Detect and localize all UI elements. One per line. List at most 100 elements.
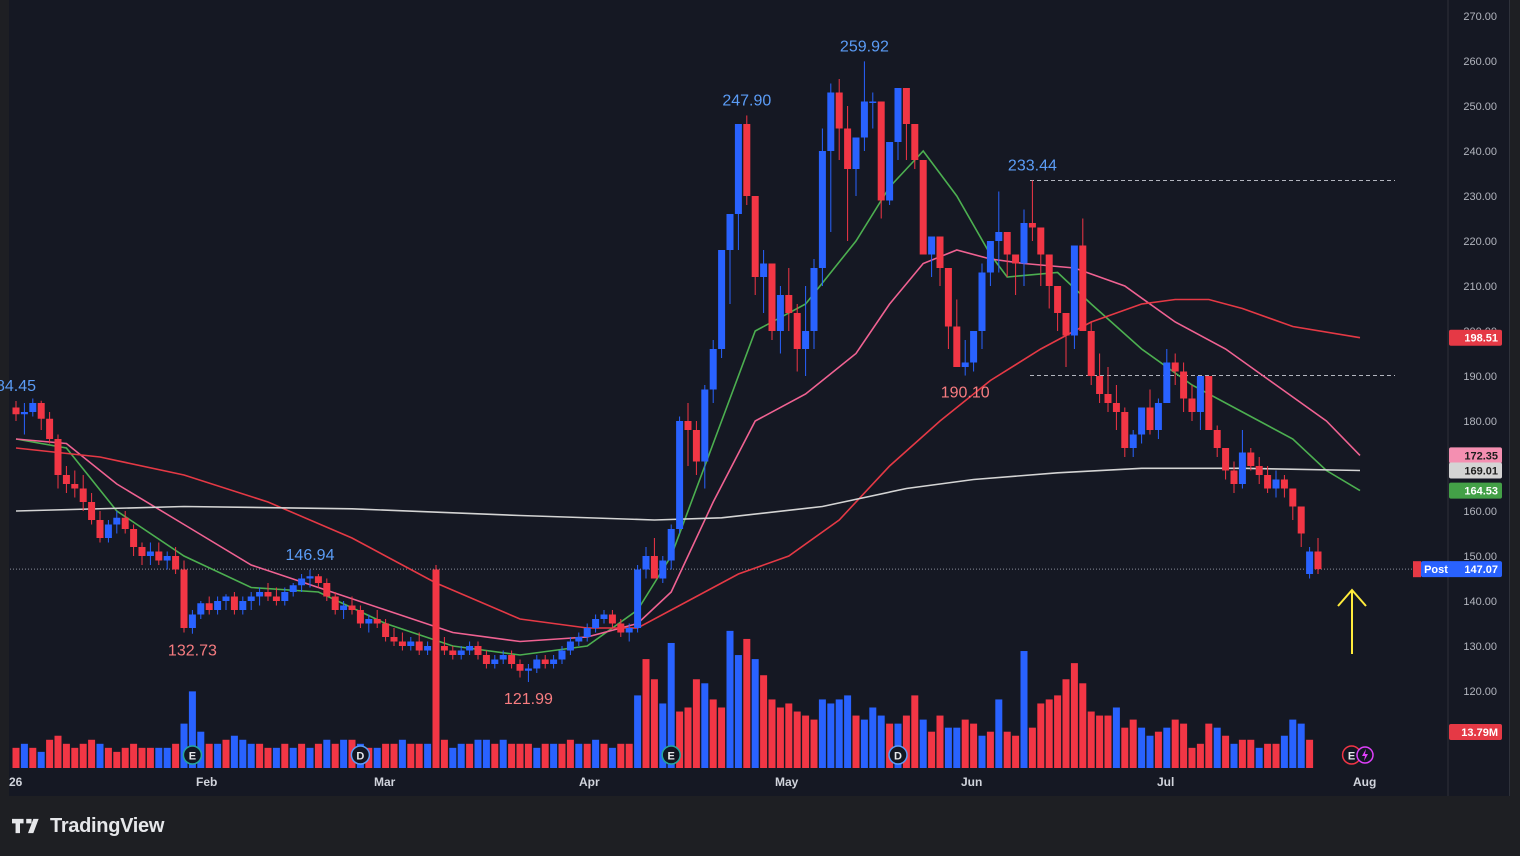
candle-body bbox=[121, 517, 129, 529]
candle-body bbox=[415, 641, 423, 651]
y-tick-label: 270.00 bbox=[1463, 11, 1497, 23]
candle bbox=[398, 632, 406, 651]
candle-body bbox=[1003, 232, 1011, 255]
volume-bar bbox=[1230, 743, 1238, 768]
volume-bar bbox=[1196, 743, 1204, 768]
volume-bar bbox=[104, 747, 112, 768]
candle bbox=[1280, 475, 1288, 498]
candle bbox=[1028, 180, 1036, 241]
volume-bar bbox=[298, 743, 306, 768]
volume-bar bbox=[88, 739, 96, 768]
candle-body bbox=[541, 659, 549, 664]
volume-bar bbox=[1003, 731, 1011, 768]
candle-body bbox=[474, 646, 482, 655]
volume-bar bbox=[12, 747, 20, 768]
volume-bar bbox=[1104, 715, 1112, 768]
candle bbox=[844, 106, 852, 241]
candle-body bbox=[550, 659, 558, 664]
candle-body bbox=[440, 646, 448, 651]
candle bbox=[474, 641, 482, 660]
current-price-tick bbox=[1413, 561, 1421, 578]
candle bbox=[634, 565, 642, 633]
candle bbox=[1070, 245, 1078, 349]
candle-body bbox=[743, 124, 751, 196]
candle bbox=[415, 632, 423, 655]
volume-bar bbox=[919, 719, 927, 768]
candle bbox=[986, 241, 994, 286]
candle-body bbox=[827, 92, 835, 151]
candle bbox=[499, 650, 507, 664]
volume-bar bbox=[432, 638, 440, 768]
candle bbox=[508, 650, 516, 669]
volume-bar bbox=[1138, 727, 1146, 768]
earnings-event-icon[interactable]: E bbox=[661, 745, 681, 765]
candle-body bbox=[692, 430, 700, 462]
volume-bar bbox=[20, 743, 28, 768]
volume-bar bbox=[1306, 739, 1314, 768]
candle-body bbox=[785, 295, 793, 313]
candle bbox=[793, 304, 801, 372]
volume-bar bbox=[701, 683, 709, 768]
candle-body bbox=[1289, 488, 1297, 507]
candle-body bbox=[356, 610, 364, 624]
volume-bar bbox=[860, 719, 868, 768]
price-label-bg bbox=[1449, 447, 1502, 464]
candle bbox=[155, 542, 163, 565]
candle bbox=[197, 601, 205, 619]
volume-bar bbox=[760, 675, 768, 768]
candle bbox=[701, 385, 709, 489]
volume-bar bbox=[1054, 695, 1062, 768]
candle-body bbox=[146, 551, 154, 556]
candle bbox=[222, 594, 230, 610]
candle bbox=[440, 637, 448, 655]
volume-bar bbox=[726, 630, 734, 768]
volume-bar bbox=[1070, 663, 1078, 768]
y-tick-label: 210.00 bbox=[1463, 281, 1497, 293]
candle-body bbox=[911, 124, 919, 160]
candle bbox=[1062, 313, 1070, 367]
candle bbox=[247, 592, 255, 610]
candle-body bbox=[625, 628, 633, 633]
candle bbox=[1121, 407, 1129, 457]
volume-bar bbox=[634, 695, 642, 768]
candle bbox=[424, 641, 432, 655]
candle bbox=[676, 416, 684, 534]
svg-text:D: D bbox=[356, 751, 364, 763]
candle bbox=[12, 400, 20, 421]
candle-body bbox=[1230, 470, 1238, 484]
candle-body bbox=[79, 488, 87, 502]
tradingview-brand[interactable]: TradingView bbox=[12, 812, 164, 840]
x-tick-label: Mar bbox=[374, 775, 396, 789]
post-tag-bg bbox=[1421, 561, 1452, 578]
candle-body bbox=[524, 668, 532, 671]
candle-body bbox=[29, 403, 37, 412]
dividend-event-icon[interactable]: D bbox=[350, 745, 371, 765]
volume-bar bbox=[768, 699, 776, 768]
candle bbox=[608, 610, 616, 628]
candle bbox=[760, 250, 768, 313]
volume-bar bbox=[558, 743, 566, 768]
volume-bar bbox=[1255, 747, 1263, 768]
earnings-event-icon[interactable]: E bbox=[182, 745, 203, 765]
candle-body bbox=[936, 236, 944, 268]
candle bbox=[726, 214, 734, 304]
candle bbox=[802, 286, 810, 376]
price-label: 172.35 bbox=[1464, 450, 1498, 462]
x-tick-label: Feb bbox=[196, 775, 217, 789]
candle bbox=[1112, 385, 1120, 430]
candle bbox=[1230, 461, 1238, 493]
candle-body bbox=[138, 547, 146, 556]
volume-bar bbox=[482, 739, 490, 768]
high-annotation: 259.92 bbox=[840, 38, 889, 55]
chart-pane[interactable] bbox=[9, 0, 1510, 797]
candle-body bbox=[558, 650, 566, 660]
candlestick-chart[interactable]: 26 Feb Mar Apr May Jun Jul Aug 270.00 260.00 250.0… bbox=[0, 0, 1520, 800]
dividend-event-icon[interactable]: D bbox=[888, 745, 908, 765]
volume-bar bbox=[1264, 743, 1272, 768]
candle bbox=[1163, 349, 1171, 403]
svg-text:D: D bbox=[894, 751, 902, 763]
candle bbox=[1297, 506, 1305, 547]
x-tick-label: Aug bbox=[1353, 775, 1376, 789]
y-tick-label: 240.00 bbox=[1463, 146, 1497, 158]
volume-bar bbox=[936, 715, 944, 768]
